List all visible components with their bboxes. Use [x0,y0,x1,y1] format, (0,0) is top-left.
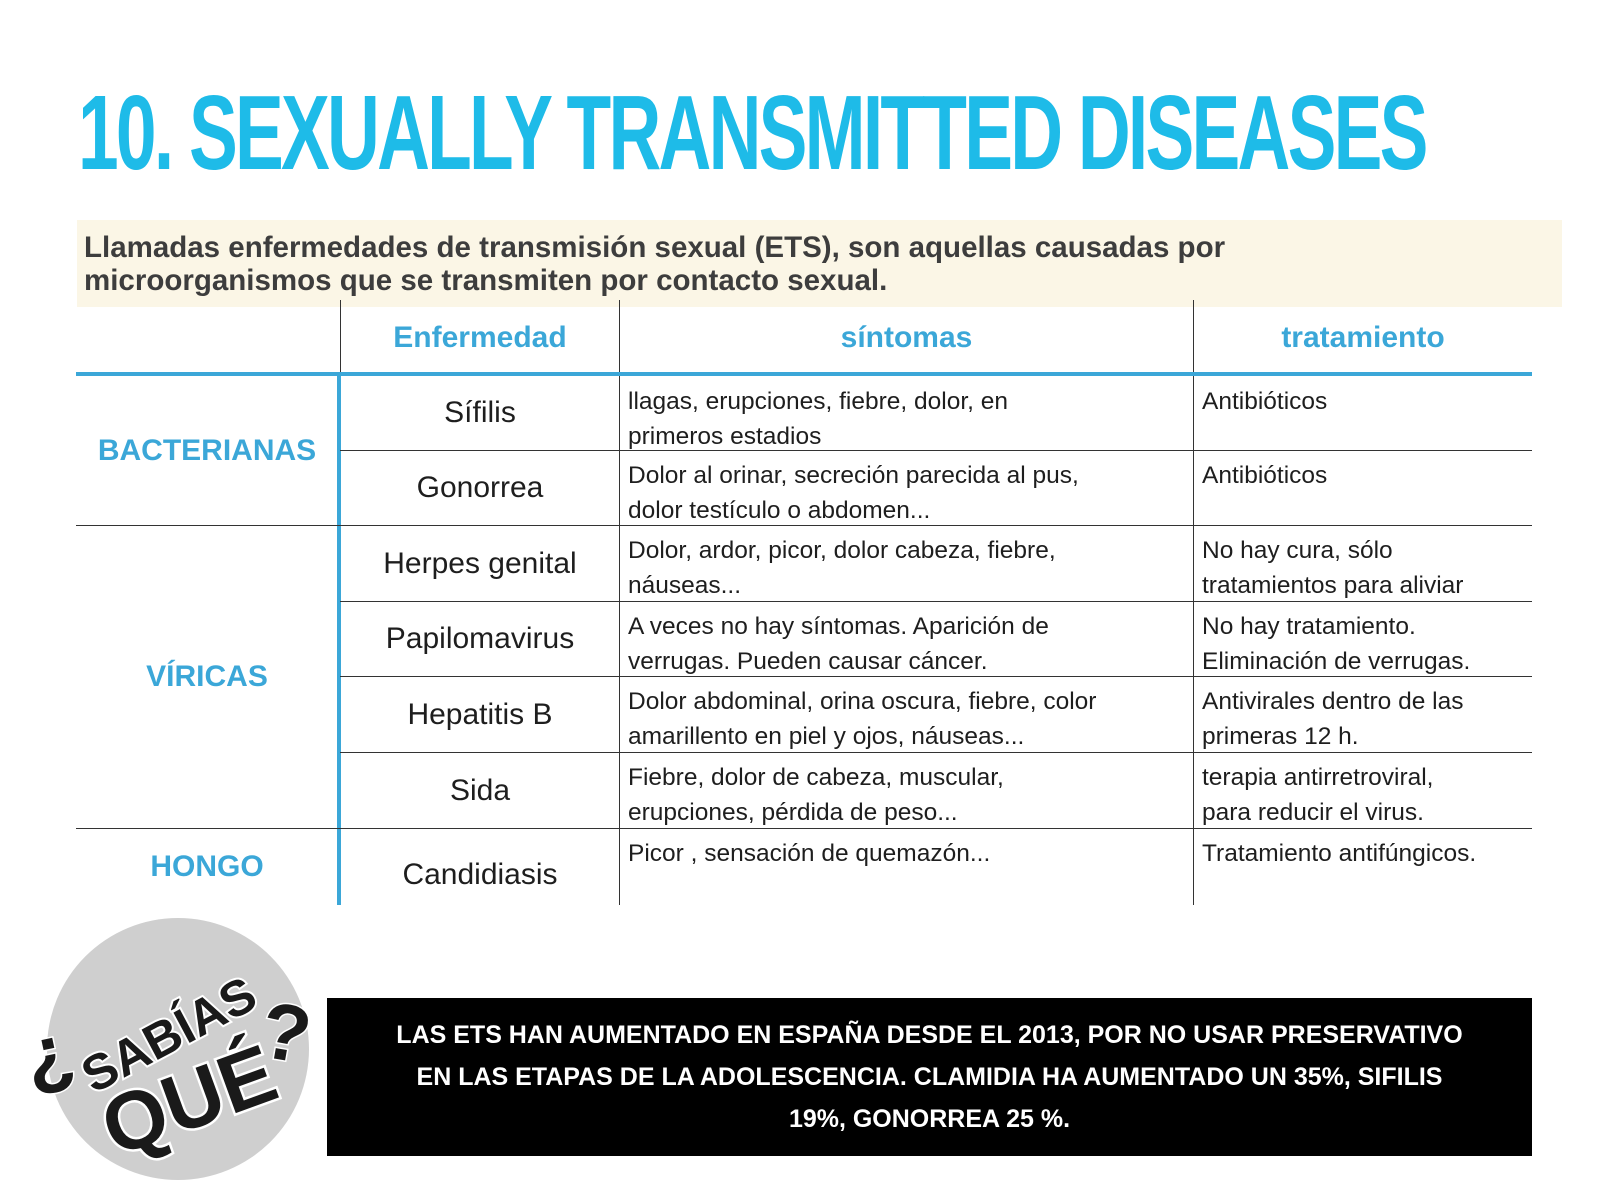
category-viral: VÍRICAS [146,660,268,693]
category-bacterial: BACTERIANAS [97,434,317,467]
disease-name: Hepatitis B [407,697,553,731]
disease-name: Gonorrea [416,471,544,504]
banner-line-2: EN LAS ETAPAS DE LA ADOLESCENCIA. CLAMID… [416,1063,1443,1091]
symptoms-line: amarillento en piel y ojos, náuseas... [628,723,1025,750]
sabias-que-badge [47,918,309,1180]
symptoms-cell: Picor , sensación de quemazón... [620,829,1193,905]
disease-name: Papilomavirus [385,622,575,655]
treatment-cell: terapia antirretroviral, para reducir el… [1194,753,1532,828]
treatment-line: tratamientos para aliviar [1202,572,1464,599]
header-disease: Enfermedad [393,320,567,354]
badge-question-open: ¿ [16,1005,81,1101]
symptoms-line: náuseas... [628,572,742,599]
treatment-line: No hay tratamiento. [1202,613,1416,640]
header-symptoms: síntomas [840,320,973,354]
treatment-cell: Antivirales dentro de las primeras 12 h. [1194,677,1532,752]
banner-line-1: LAS ETS HAN AUMENTADO EN ESPAÑA DESDE EL… [396,1021,1463,1049]
page-title: 10. SEXUALLY TRANSMITTED DISEASES [78,74,1428,192]
treatment-line: terapia antirretroviral, [1202,764,1434,791]
symptoms-line: Dolor al orinar, secreción parecida al p… [628,462,1079,489]
treatment-cell: Antibióticos [1194,451,1532,525]
symptoms-line: Picor , sensación de quemazón... [628,840,991,867]
fact-banner: LAS ETS HAN AUMENTADO EN ESPAÑA DESDE EL… [327,998,1532,1156]
symptoms-line: Dolor, ardor, picor, dolor cabeza, fiebr… [628,537,1056,564]
treatment-cell: Antibióticos [1194,376,1532,450]
symptoms-line: erupciones, pérdida de peso... [628,799,958,826]
symptoms-line: verrugas. Pueden causar cáncer. [628,648,988,675]
disease-name: Herpes genital [383,546,577,580]
badge-question-close: ? [254,985,318,1081]
treatment-line: Antivirales dentro de las [1202,688,1464,715]
treatment-line: No hay cura, sólo [1202,537,1393,564]
symptoms-cell: Dolor abdominal, orina oscura, fiebre, c… [620,677,1193,752]
symptoms-line: llagas, erupciones, fiebre, dolor, en [628,388,1008,415]
symptoms-cell: llagas, erupciones, fiebre, dolor, en pr… [620,376,1193,450]
category-fungal: HONGO [150,850,264,883]
symptoms-cell: Fiebre, dolor de cabeza, muscular, erupc… [620,753,1193,828]
symptoms-cell: A veces no hay síntomas. Aparición de ve… [620,602,1193,676]
symptoms-line: Fiebre, dolor de cabeza, muscular, [628,764,1004,791]
disease-name: Sífilis [444,396,516,429]
header-treatment: tratamiento [1281,320,1445,354]
intro-box: Llamadas enfermedades de transmisión sex… [77,220,1562,307]
symptoms-cell: Dolor al orinar, secreción parecida al p… [620,451,1193,525]
disease-name: Candidiasis [402,858,558,891]
intro-line-1: Llamadas enfermedades de transmisión sex… [84,231,1226,264]
symptoms-line: Dolor abdominal, orina oscura, fiebre, c… [628,688,1097,715]
symptoms-line: primeros estadios [628,423,822,450]
symptoms-line: A veces no hay síntomas. Aparición de [628,613,1049,640]
treatment-line: Antibióticos [1202,388,1328,415]
treatment-line: Tratamiento antifúngicos. [1202,840,1477,867]
symptoms-line: dolor testículo o abdomen... [628,497,931,524]
intro-line-2: microorganismos que se transmiten por co… [84,264,888,297]
banner-line-3: 19%, GONORREA 25 %. [788,1105,1071,1133]
treatment-line: Antibióticos [1202,462,1328,489]
symptoms-cell: Dolor, ardor, picor, dolor cabeza, fiebr… [620,526,1193,601]
treatment-cell: No hay tratamiento. Eliminación de verru… [1194,602,1532,676]
treatment-cell: No hay cura, sólo tratamientos para aliv… [1194,526,1532,601]
treatment-cell: Tratamiento antifúngicos. [1194,829,1532,905]
treatment-line: para reducir el virus. [1202,799,1424,826]
treatment-line: Eliminación de verrugas. [1202,648,1471,675]
disease-name: Sida [449,773,511,807]
treatment-line: primeras 12 h. [1202,723,1359,750]
